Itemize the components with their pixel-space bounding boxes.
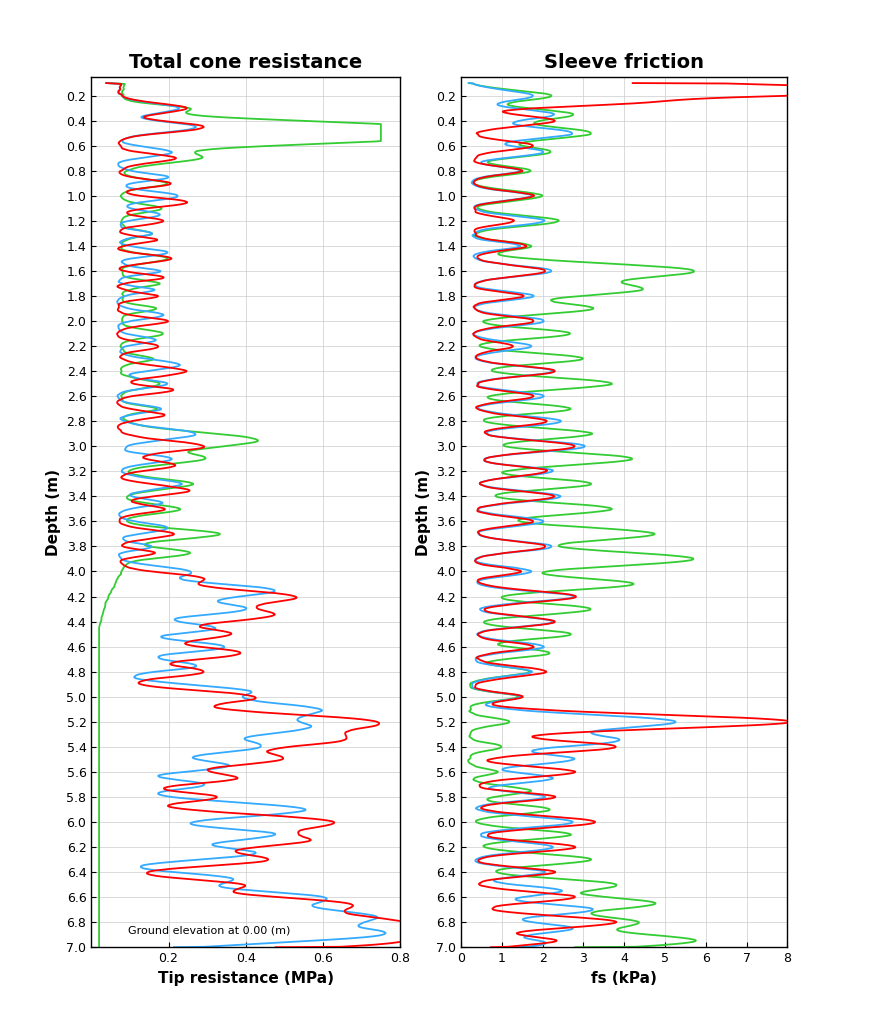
- Y-axis label: Depth (m): Depth (m): [46, 469, 61, 555]
- Title: Sleeve friction: Sleeve friction: [544, 53, 703, 73]
- X-axis label: fs (kPa): fs (kPa): [591, 971, 656, 986]
- Y-axis label: Depth (m): Depth (m): [415, 469, 430, 555]
- Title: Total cone resistance: Total cone resistance: [129, 53, 362, 73]
- X-axis label: Tip resistance (MPa): Tip resistance (MPa): [157, 971, 334, 986]
- Text: Ground elevation at 0.00 (m): Ground elevation at 0.00 (m): [129, 926, 290, 936]
